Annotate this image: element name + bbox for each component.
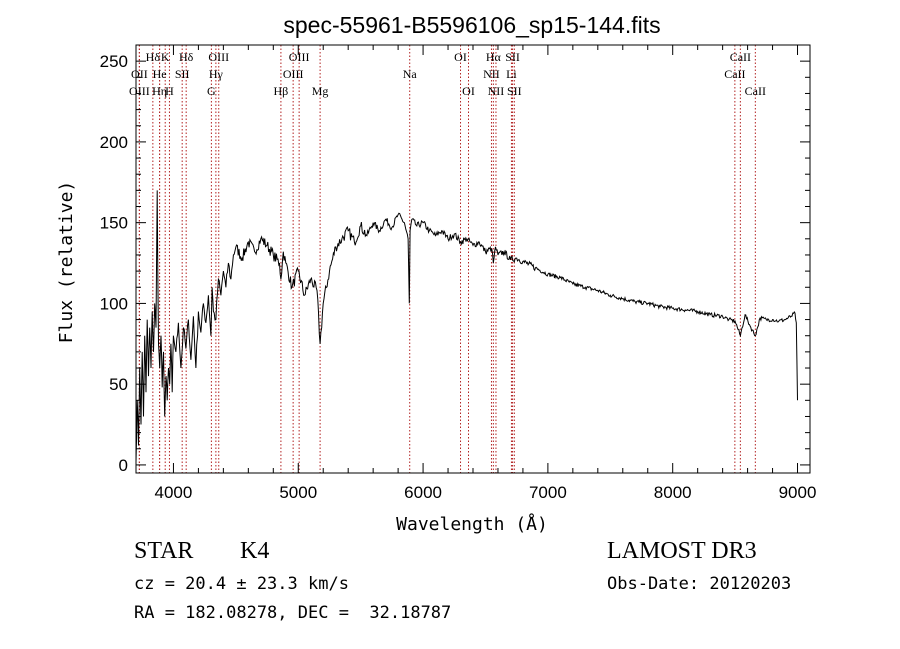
spectrum-chart: spec-55961-B5596106_sp15-144.fits Hδ K Hδ O… [56, 12, 817, 535]
x-tick-label: 4000 [155, 483, 193, 502]
redshift-cz: cz = 20.4 ± 23.3 km/s [134, 574, 349, 594]
line-label-middle-6: NII [483, 67, 500, 81]
line-label-top-7: SII [505, 50, 520, 64]
y-tick-label: 200 [100, 133, 128, 152]
line-label-middle-3: Hγ [209, 67, 224, 81]
chart-title: spec-55961-B5596106_sp15-144.fits [283, 12, 660, 38]
y-tick-label: 150 [100, 214, 128, 233]
spectrum-series-line [135, 190, 798, 462]
line-label-middle-2: SII [175, 67, 190, 81]
object-subclass: K4 [240, 538, 270, 564]
line-label-middle-7: Li [506, 67, 517, 81]
line-label-middle-1: He [153, 67, 167, 81]
y-axis-label: Flux (relative) [56, 181, 77, 344]
y-tick-label: 250 [100, 52, 128, 71]
line-label-bottom-6: OI [462, 84, 475, 98]
line-label-middle-8: CaII [724, 67, 745, 81]
line-label-middle-0: OII [131, 67, 148, 81]
x-axis-label: Wavelength (Å) [396, 513, 548, 535]
x-tick-label: 7000 [529, 483, 567, 502]
y-axis-ticks: 0 50 100 150 200 250 [100, 52, 810, 475]
x-axis-ticks: 4000 5000 6000 7000 8000 9000 [155, 45, 817, 502]
y-tick-label: 50 [109, 375, 128, 394]
line-label-top-5: OI [454, 50, 467, 64]
line-label-middle-5: Na [403, 67, 418, 81]
line-label-top-1: K [161, 50, 170, 64]
y-tick-label: 100 [100, 294, 128, 313]
line-label-bottom-0: OIII [129, 84, 150, 98]
object-class: STAR [134, 538, 194, 564]
x-tick-label: 8000 [654, 483, 692, 502]
x-tick-label: 9000 [779, 483, 817, 502]
survey-name: LAMOST DR3 [607, 538, 757, 564]
y-tick-label: 0 [119, 456, 128, 475]
ra-dec-coordinates: RA = 182.08278, DEC = 32.18787 [134, 603, 452, 623]
line-label-bottom-3: G [207, 84, 216, 98]
line-label-bottom-7: NII [488, 84, 505, 98]
line-label-bottom-5: Mg [312, 84, 329, 98]
line-label-bottom-4: Hβ [274, 84, 289, 98]
plot-frame [135, 44, 811, 474]
x-tick-label: 5000 [279, 483, 317, 502]
line-label-top-3: OIII [208, 50, 229, 64]
spectral-line-markers [138, 45, 756, 473]
line-label-bottom-9: CaII [745, 84, 766, 98]
line-label-top-0: Hδ [146, 50, 161, 64]
line-label-top-6: Hα [486, 50, 502, 64]
line-label-middle-4: OIII [283, 67, 304, 81]
x-tick-label: 6000 [404, 483, 442, 502]
line-label-top-2: Hδ [179, 50, 194, 64]
observation-date: Obs-Date: 20120203 [607, 574, 792, 594]
line-label-bottom-2: H [165, 84, 174, 98]
line-label-bottom-1: Hη [152, 84, 167, 98]
line-label-bottom-8: SII [507, 84, 522, 98]
line-label-top-4: OIII [289, 50, 310, 64]
line-label-top-8: CaII [730, 50, 751, 64]
